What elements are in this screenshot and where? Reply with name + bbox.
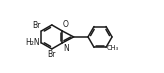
Text: Br: Br: [32, 21, 41, 30]
Text: Br: Br: [48, 50, 56, 59]
Text: N: N: [63, 44, 69, 53]
Text: CH₃: CH₃: [107, 45, 119, 51]
Text: H₂N: H₂N: [26, 38, 40, 47]
Text: O: O: [63, 20, 69, 29]
